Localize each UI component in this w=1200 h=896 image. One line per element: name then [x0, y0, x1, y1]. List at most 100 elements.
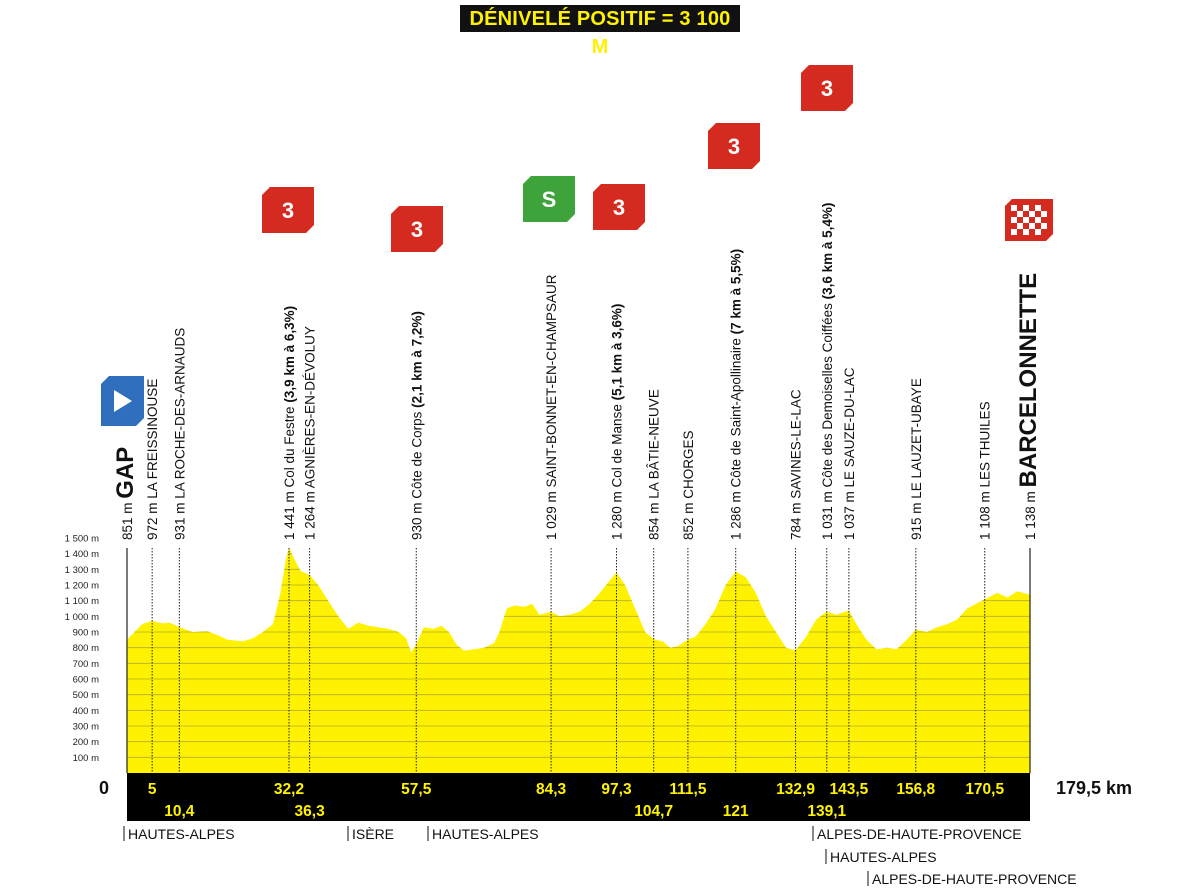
y-tick-label: 900 m — [73, 628, 99, 639]
location-name: Côte des Demoiselles Coiffées — [820, 303, 835, 488]
region-label: ALPES-DE-HAUTE-PROVENCE — [812, 826, 1022, 842]
km-label: 0 — [99, 778, 109, 798]
kom-badge: 3 — [593, 184, 645, 230]
region-label: ALPES-DE-HAUTE-PROVENCE — [867, 871, 1077, 887]
sprint-badge: S — [523, 176, 575, 222]
location-altitude: 1 031 m — [820, 487, 835, 540]
location-name: LE SAUZE-DU-LAC — [842, 367, 857, 487]
location-label: 930 m Côte de Corps (2,1 km à 7,2%) — [409, 311, 424, 540]
y-tick-label: 1 000 m — [65, 612, 99, 623]
badge-text: 3 — [282, 198, 294, 223]
location-name: LES THUILES — [978, 401, 993, 487]
location-name: SAVINES-LE-LAC — [789, 389, 804, 499]
y-tick-label: 100 m — [73, 753, 99, 764]
finish-flag-icon — [1005, 199, 1053, 241]
finish-flag-check — [1017, 211, 1023, 217]
location-altitude: 1 264 m — [303, 488, 318, 540]
region-name: HAUTES-ALPES — [128, 826, 235, 842]
profile-area — [127, 547, 1030, 773]
finish-flag-check — [1011, 217, 1017, 223]
location-label: 972 m LA FREISSINOUSE — [145, 379, 160, 540]
badge-text: 3 — [411, 217, 423, 242]
location-name: LA FREISSINOUSE — [145, 379, 160, 499]
kom-badge: 3 — [262, 187, 314, 233]
location-label: 1 264 m AGNIÈRES-EN-DÉVOLUY — [303, 326, 318, 540]
region-labels: HAUTES-ALPES ISÈRE HAUTES-ALPES ALPES-DE-HA… — [123, 826, 1077, 887]
location-label: 1 441 m Col du Festre (3,9 km à 6,3%) — [282, 306, 297, 540]
location-name: CHORGES — [681, 430, 696, 498]
badge-text: 3 — [728, 134, 740, 159]
location-name: SAINT-BONNET-EN-CHAMPSAUR — [544, 274, 559, 487]
km-label: 121 — [723, 803, 749, 820]
location-altitude: 915 m — [909, 499, 924, 540]
y-tick-label: 700 m — [73, 659, 99, 670]
y-tick-label: 200 m — [73, 737, 99, 748]
kom-badge: 3 — [391, 206, 443, 252]
climb-badges: 3 3 S 3 3 3 — [101, 65, 1053, 426]
climb-detail: (3,9 km à 6,3%) — [282, 306, 297, 407]
location-name: LA BÂTIE-NEUVE — [647, 389, 662, 499]
km-label: 179,5 km — [1056, 778, 1132, 798]
y-tick-label: 400 m — [73, 706, 99, 717]
km-label: 32,2 — [274, 781, 304, 798]
location-name: GAP — [112, 447, 139, 499]
badge-shape — [523, 176, 575, 222]
km-label: 5 — [148, 781, 157, 798]
km-label: 104,7 — [634, 803, 673, 820]
location-label: 1 029 m SAINT-BONNET-EN-CHAMPSAUR — [544, 274, 559, 540]
y-axis-ticks: 100 m 200 m 300 m 400 m 500 m 600 m 700 m 800 m… — [65, 534, 128, 773]
km-label: 57,5 — [401, 781, 432, 798]
finish-flag-check — [1023, 205, 1029, 211]
location-name: BARCELONNETTE — [1015, 273, 1042, 488]
location-label: 851 m GAP — [112, 447, 139, 540]
km-label: 156,8 — [896, 781, 935, 798]
km-label: 84,3 — [536, 781, 567, 798]
km-label: 111,5 — [669, 781, 706, 798]
location-altitude: 931 m — [172, 499, 187, 540]
kom-badge: 3 — [708, 123, 760, 169]
badge-text: S — [542, 187, 557, 212]
y-tick-label: 800 m — [73, 643, 99, 654]
start-flag-icon — [101, 376, 144, 426]
location-name: Col de Manse — [609, 404, 624, 487]
badge-shape — [262, 187, 314, 233]
region-label: HAUTES-ALPES — [825, 849, 937, 865]
region-name: HAUTES-ALPES — [432, 826, 539, 842]
y-tick-label: 1 200 m — [65, 581, 99, 592]
location-markers — [126, 548, 1031, 773]
location-labels: 851 m GAP 972 m LA FREISSINOUSE 931 m LA R… — [112, 203, 1042, 540]
y-tick-label: 1 400 m — [65, 549, 99, 560]
location-name: Côte de Saint-Apollinaire — [729, 338, 744, 487]
badge-shape — [708, 123, 760, 169]
location-altitude: 1 108 m — [978, 487, 993, 540]
location-label: 852 m CHORGES — [681, 430, 696, 540]
y-tick-label: 1 300 m — [65, 565, 99, 576]
finish-flag-check — [1029, 223, 1035, 229]
location-altitude: 972 m — [145, 499, 160, 540]
stage-title: DÉNIVELÉ POSITIF = 3 100 M — [460, 5, 740, 58]
climb-detail: (3,6 km à 5,4%) — [820, 203, 835, 304]
km-label: 97,3 — [601, 781, 632, 798]
location-name: LA ROCHE-DES-ARNAUDS — [172, 328, 187, 499]
finish-flag-check — [1041, 223, 1047, 229]
location-altitude: 1 441 m — [282, 487, 297, 540]
location-altitude: 1 138 m — [1023, 487, 1038, 540]
finish-flag-check — [1023, 217, 1029, 223]
badge-text: 3 — [821, 76, 833, 101]
finish-flag-check — [1041, 211, 1047, 217]
location-label: 1 037 m LE SAUZE-DU-LAC — [842, 367, 857, 540]
finish-flag-check — [1029, 211, 1035, 217]
km-band-bar — [127, 773, 1030, 821]
y-tick-label: 300 m — [73, 722, 99, 733]
km-label: 143,5 — [829, 781, 868, 798]
y-tick-label: 500 m — [73, 690, 99, 701]
region-label: HAUTES-ALPES — [427, 826, 539, 842]
finish-flag-check — [1011, 205, 1017, 211]
badge-text: 3 — [613, 195, 625, 220]
finish-flag-check — [1035, 217, 1041, 223]
location-label: 915 m LE LAUZET-UBAYE — [909, 378, 924, 540]
km-label: 36,3 — [295, 803, 326, 820]
km-label: 139,1 — [807, 803, 846, 820]
